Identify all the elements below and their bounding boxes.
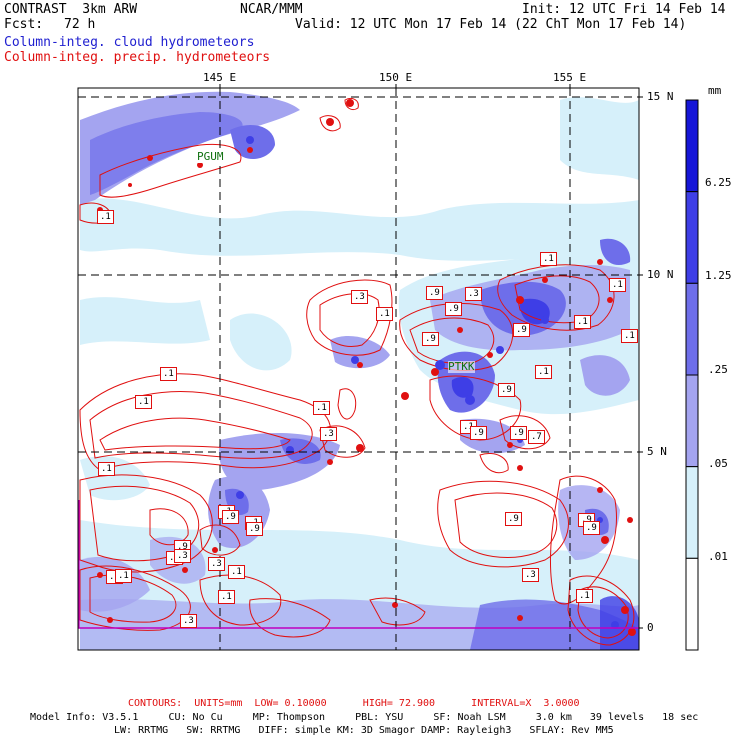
- colorbar-segment: [685, 557, 699, 651]
- contour-label: .9: [445, 302, 462, 316]
- contour-label: .3: [174, 549, 191, 563]
- model-info-line1: Model Info: V3.5.1 CU: No Cu MP: Thompso…: [30, 712, 699, 723]
- contour-label: .3: [208, 557, 225, 571]
- fcst-label: Fcst:: [4, 17, 44, 32]
- contour-label: .9: [505, 512, 522, 526]
- contour-info: CONTOURS: UNITS=mm LOW= 0.10000 HIGH= 72…: [128, 698, 580, 709]
- contour-label: .1: [576, 589, 593, 603]
- contour-label: .1: [621, 329, 638, 343]
- field-cloud-label: Column-integ. cloud hydrometeors: [4, 35, 255, 50]
- lon-label-150: 150 E: [379, 71, 413, 84]
- init-time: Init: 12 UTC Fri 14 Feb 14: [522, 2, 726, 17]
- org-label: NCAR/MMM: [240, 2, 303, 17]
- lon-label-155: 155 E: [553, 71, 587, 84]
- colorbar: [685, 99, 699, 651]
- lat-label-10n: 10 N: [647, 268, 674, 281]
- contour-label: .1: [376, 307, 393, 321]
- lon-label-145: 145 E: [203, 71, 237, 84]
- field-precip-label: Column-integ. precip. hydrometeors: [4, 50, 271, 65]
- contour-label: .9: [510, 426, 527, 440]
- colorbar-segment: [685, 191, 699, 284]
- contour-label: .1: [135, 395, 152, 409]
- contour-label: .3: [351, 290, 368, 304]
- colorbar-label-0-05: .05: [708, 457, 728, 470]
- colorbar-segment: [685, 99, 699, 193]
- colorbar-unit: mm: [708, 84, 722, 97]
- lat-label-15n: 15 N: [647, 90, 674, 103]
- contour-label: .1: [540, 252, 557, 266]
- contour-label: .9: [422, 332, 439, 346]
- contour-label: .1: [313, 401, 330, 415]
- valid-time: Valid: 12 UTC Mon 17 Feb 14 (22 ChT Mon …: [295, 17, 687, 32]
- contour-label: .1: [98, 462, 115, 476]
- contour-label: .1: [115, 569, 132, 583]
- contour-label: .1: [574, 315, 591, 329]
- lat-label-5n: 5 N: [647, 445, 667, 458]
- contour-label: .9: [470, 426, 487, 440]
- contour-label: .3: [320, 427, 337, 441]
- station-pgum: PGUM: [197, 150, 224, 163]
- fcst-value: 72 h: [64, 17, 96, 32]
- contour-label: .9: [498, 383, 515, 397]
- plot-title: CONTRAST 3km ARW: [4, 2, 138, 17]
- axis-ticks: [219, 84, 643, 629]
- contour-label: .1: [609, 278, 626, 292]
- contour-label: .3: [522, 568, 539, 582]
- contour-label: .1: [97, 210, 114, 224]
- model-info-line2: LW: RRTMG SW: RRTMG DIFF: simple KM: 3D …: [114, 725, 614, 736]
- colorbar-label-0-01: .01: [708, 550, 728, 563]
- colorbar-label-6-25: 6.25: [705, 176, 732, 189]
- contour-label: .9: [583, 521, 600, 535]
- map-frame: [77, 87, 640, 651]
- precip-cells: [97, 99, 636, 636]
- contour-label: .9: [513, 323, 530, 337]
- contour-label: .3: [180, 614, 197, 628]
- precip-contours: [79, 97, 635, 646]
- contour-label: .7: [528, 430, 545, 444]
- contour-label: .1: [228, 565, 245, 579]
- colorbar-label-0-25: .25: [708, 363, 728, 376]
- station-ptkk: PTKK: [448, 360, 475, 373]
- contour-label: .1: [535, 365, 552, 379]
- contour-label: .9: [222, 510, 239, 524]
- colorbar-segment: [685, 466, 699, 559]
- contour-label: .3: [465, 287, 482, 301]
- colorbar-segment: [685, 374, 699, 468]
- contour-label: .9: [426, 286, 443, 300]
- colorbar-label-1-25: 1.25: [705, 269, 732, 282]
- contour-label: .1: [218, 590, 235, 604]
- contour-label: .1: [160, 367, 177, 381]
- lat-label-0: 0: [647, 621, 654, 634]
- colorbar-segment: [685, 282, 699, 376]
- lat-lon-grid: [78, 88, 639, 650]
- contour-label: .9: [246, 522, 263, 536]
